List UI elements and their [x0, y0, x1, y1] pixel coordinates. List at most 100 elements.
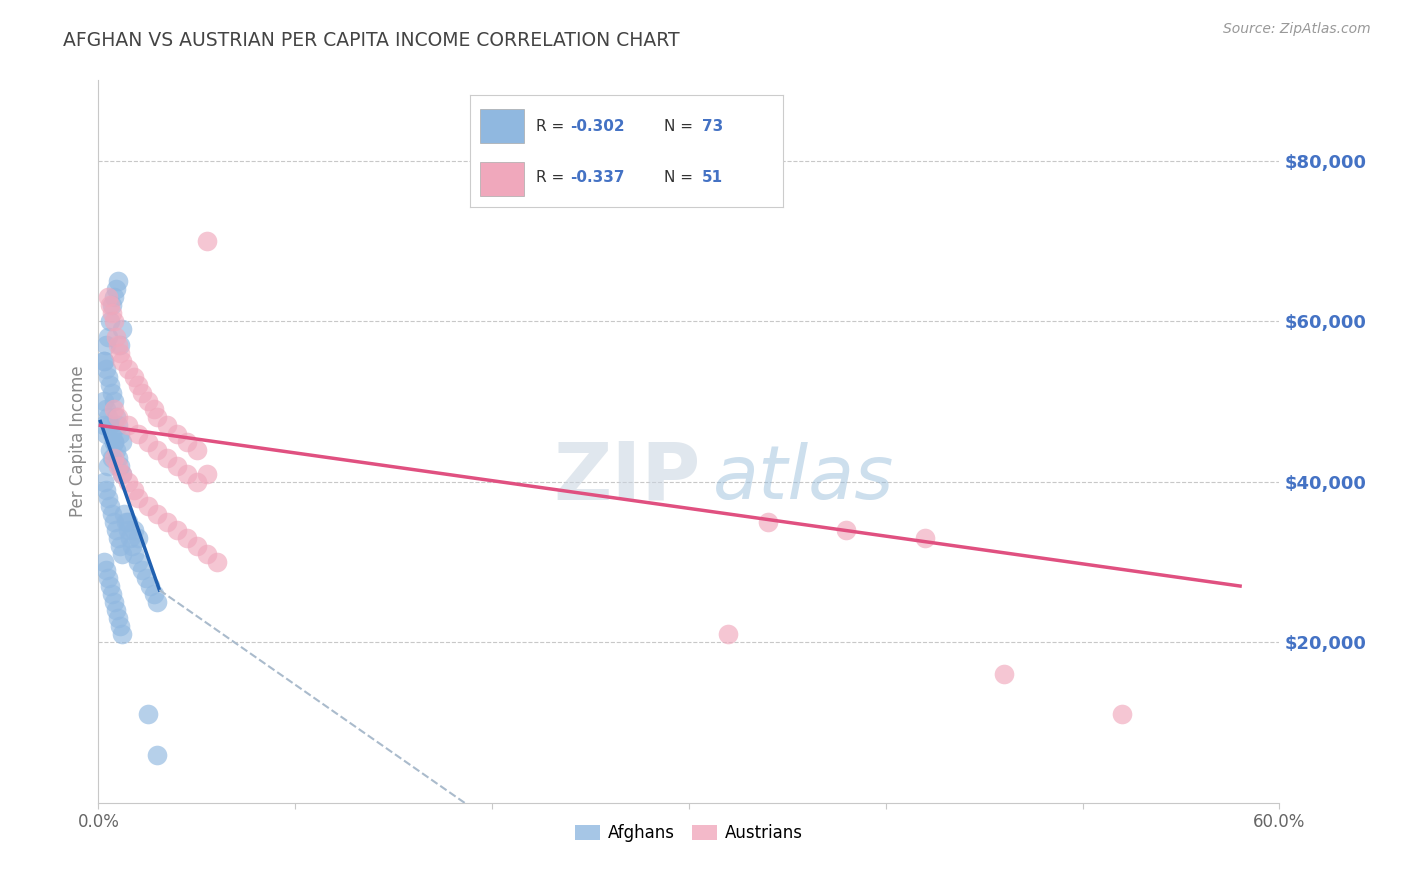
- Point: [93, 354, 115, 368]
- Point: [101, 306, 124, 320]
- Point: [97, 458, 120, 473]
- Point: [111, 467, 134, 481]
- Point: [195, 234, 218, 248]
- Text: ZIP: ZIP: [554, 439, 700, 516]
- Point: [111, 434, 134, 449]
- Point: [98, 314, 121, 328]
- Point: [136, 394, 159, 409]
- Point: [127, 491, 149, 505]
- Point: [98, 378, 121, 392]
- Point: [135, 571, 157, 585]
- Point: [103, 402, 125, 417]
- Point: [101, 426, 124, 441]
- Point: [127, 555, 149, 569]
- Point: [717, 627, 740, 641]
- Point: [108, 458, 131, 473]
- Point: [176, 531, 198, 545]
- Point: [103, 290, 125, 304]
- Point: [156, 418, 179, 433]
- Point: [96, 483, 118, 497]
- Point: [1111, 707, 1133, 722]
- Point: [136, 707, 159, 722]
- Point: [993, 667, 1015, 681]
- Point: [186, 539, 208, 553]
- Point: [97, 290, 120, 304]
- Point: [115, 515, 138, 529]
- Point: [166, 426, 188, 441]
- Point: [96, 402, 118, 417]
- Legend: Afghans, Austrians: Afghans, Austrians: [568, 817, 810, 848]
- Point: [122, 483, 145, 497]
- Point: [101, 298, 124, 312]
- Point: [131, 386, 153, 401]
- Point: [166, 458, 188, 473]
- Point: [103, 434, 125, 449]
- Point: [101, 450, 124, 465]
- Y-axis label: Per Capita Income: Per Capita Income: [69, 366, 87, 517]
- Point: [96, 563, 118, 577]
- Point: [107, 338, 129, 352]
- Point: [93, 418, 115, 433]
- Point: [122, 547, 145, 561]
- Text: AFGHAN VS AUSTRIAN PER CAPITA INCOME CORRELATION CHART: AFGHAN VS AUSTRIAN PER CAPITA INCOME COR…: [63, 31, 681, 50]
- Point: [96, 338, 118, 352]
- Point: [93, 354, 115, 368]
- Point: [103, 515, 125, 529]
- Point: [122, 523, 145, 537]
- Point: [105, 523, 128, 537]
- Point: [138, 579, 160, 593]
- Point: [131, 563, 153, 577]
- Point: [98, 579, 121, 593]
- Point: [205, 555, 228, 569]
- Point: [118, 531, 141, 545]
- Point: [117, 475, 139, 489]
- Point: [195, 547, 218, 561]
- Point: [105, 282, 128, 296]
- Point: [107, 418, 129, 433]
- Point: [101, 587, 124, 601]
- Point: [108, 619, 131, 633]
- Point: [136, 499, 159, 513]
- Point: [97, 571, 120, 585]
- Point: [195, 467, 218, 481]
- Point: [117, 523, 139, 537]
- Point: [156, 515, 179, 529]
- Point: [98, 298, 121, 312]
- Point: [117, 418, 139, 433]
- Point: [105, 410, 128, 425]
- Point: [112, 507, 135, 521]
- Point: [176, 467, 198, 481]
- Point: [105, 330, 128, 344]
- Point: [111, 354, 134, 368]
- Point: [835, 523, 858, 537]
- Point: [97, 410, 120, 425]
- Point: [156, 450, 179, 465]
- Point: [98, 418, 121, 433]
- Point: [93, 475, 115, 489]
- Point: [96, 362, 118, 376]
- Point: [186, 442, 208, 457]
- Point: [146, 442, 169, 457]
- Point: [142, 402, 165, 417]
- Point: [127, 378, 149, 392]
- Point: [111, 627, 134, 641]
- Point: [146, 747, 169, 762]
- Point: [93, 394, 115, 409]
- Text: atlas: atlas: [713, 442, 894, 514]
- Point: [96, 426, 118, 441]
- Point: [103, 314, 125, 328]
- Point: [127, 426, 149, 441]
- Point: [186, 475, 208, 489]
- Point: [108, 539, 131, 553]
- Point: [103, 450, 125, 465]
- Text: Source: ZipAtlas.com: Source: ZipAtlas.com: [1223, 22, 1371, 37]
- Point: [107, 611, 129, 625]
- Point: [108, 346, 131, 360]
- Point: [111, 467, 134, 481]
- Point: [146, 507, 169, 521]
- Point: [101, 386, 124, 401]
- Point: [176, 434, 198, 449]
- Point: [146, 410, 169, 425]
- Point: [108, 426, 131, 441]
- Point: [97, 330, 120, 344]
